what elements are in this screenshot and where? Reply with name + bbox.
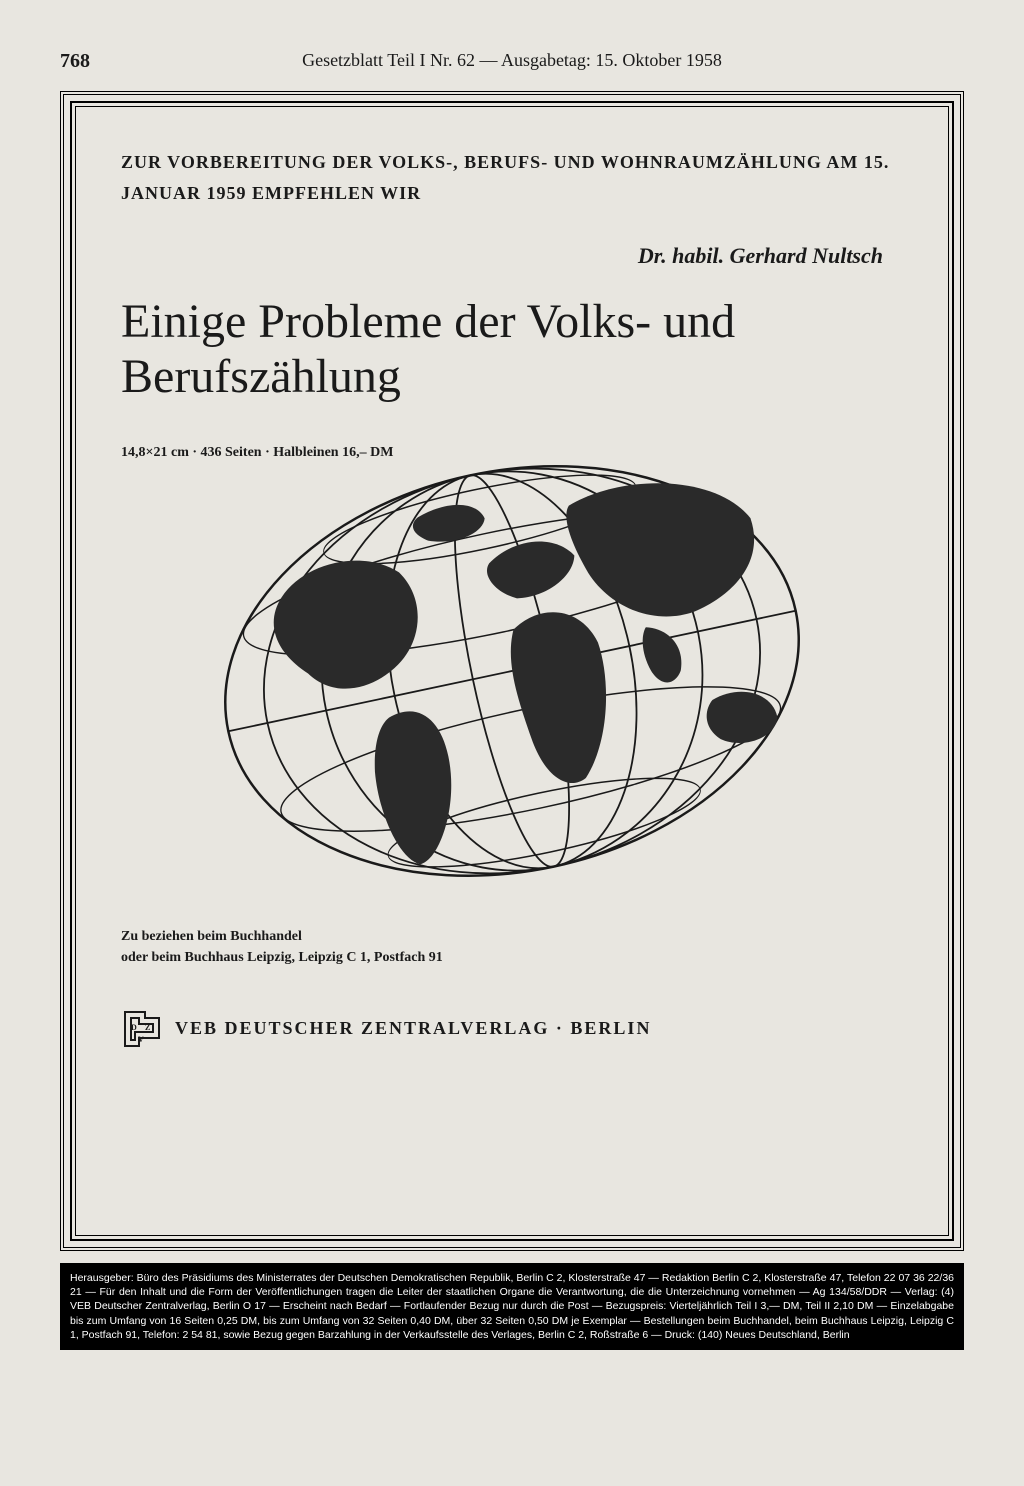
ad-frame-outer: ZUR VORBEREITUNG DER VOLKS-, BERUFS- UND… [60,91,964,1251]
imprint-block: Herausgeber: Büro des Präsidiums des Min… [60,1263,964,1350]
publisher-line: D Z V VEB DEUTSCHER ZENTRALVERLAG · BERL… [121,1008,903,1050]
svg-text:Z: Z [145,1023,150,1032]
page-header: 768 Gesetzblatt Teil I Nr. 62 — Ausgabet… [60,50,964,71]
running-title: Gesetzblatt Teil I Nr. 62 — Ausgabetag: … [302,50,722,70]
ad-frame-inner: ZUR VORBEREITUNG DER VOLKS-, BERUFS- UND… [75,106,949,1236]
book-title: Einige Probleme der Volks- und Berufszäh… [121,294,903,404]
order-line-2: oder beim Buchhaus Leipzig, Leipzig C 1,… [121,947,903,968]
page-number: 768 [60,50,90,73]
order-info: Zu beziehen beim Buchhandel oder beim Bu… [121,926,903,968]
order-line-1: Zu beziehen beim Buchhandel [121,926,903,947]
intro-text: ZUR VORBEREITUNG DER VOLKS-, BERUFS- UND… [121,147,903,208]
globe-icon [202,441,822,901]
author-name: Dr. habil. Gerhard Nultsch [121,243,903,269]
svg-text:V: V [138,1035,144,1044]
publisher-name: VEB DEUTSCHER ZENTRALVERLAG · BERLIN [175,1018,651,1039]
ad-frame-mid: ZUR VORBEREITUNG DER VOLKS-, BERUFS- UND… [70,101,954,1241]
globe-illustration [121,441,903,906]
publisher-logo-icon: D Z V [121,1008,163,1050]
svg-text:D: D [131,1023,137,1032]
